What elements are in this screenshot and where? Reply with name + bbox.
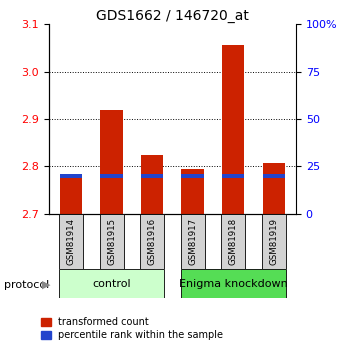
Bar [100, 110, 123, 214]
Text: Enigma knockdown: Enigma knockdown [179, 279, 288, 289]
Bar [262, 174, 285, 178]
Bar [141, 174, 163, 178]
Bar [100, 174, 123, 178]
Text: GSM81918: GSM81918 [229, 218, 238, 265]
Text: GSM81914: GSM81914 [66, 218, 75, 265]
Title: GDS1662 / 146720_at: GDS1662 / 146720_at [96, 9, 249, 23]
Text: GSM81916: GSM81916 [148, 218, 157, 265]
Text: control: control [92, 279, 131, 289]
Bar [262, 163, 285, 214]
Bar [222, 46, 244, 214]
Bar [60, 174, 82, 178]
Bar [59, 269, 164, 298]
Legend: transformed count, percentile rank within the sample: transformed count, percentile rank withi… [41, 317, 223, 340]
Bar [182, 174, 204, 178]
Bar [182, 169, 204, 214]
Bar [221, 214, 245, 269]
Bar [140, 214, 164, 269]
Bar [100, 214, 123, 269]
Bar [262, 214, 286, 269]
Bar [141, 155, 163, 214]
Bar [222, 174, 244, 178]
Text: GSM81917: GSM81917 [188, 218, 197, 265]
Text: GSM81915: GSM81915 [107, 218, 116, 265]
Text: protocol: protocol [4, 280, 49, 289]
Bar [181, 214, 205, 269]
Text: GSM81919: GSM81919 [269, 218, 278, 265]
Bar [181, 269, 286, 298]
Bar [59, 214, 83, 269]
Bar [60, 175, 82, 214]
Text: ▶: ▶ [42, 280, 50, 289]
